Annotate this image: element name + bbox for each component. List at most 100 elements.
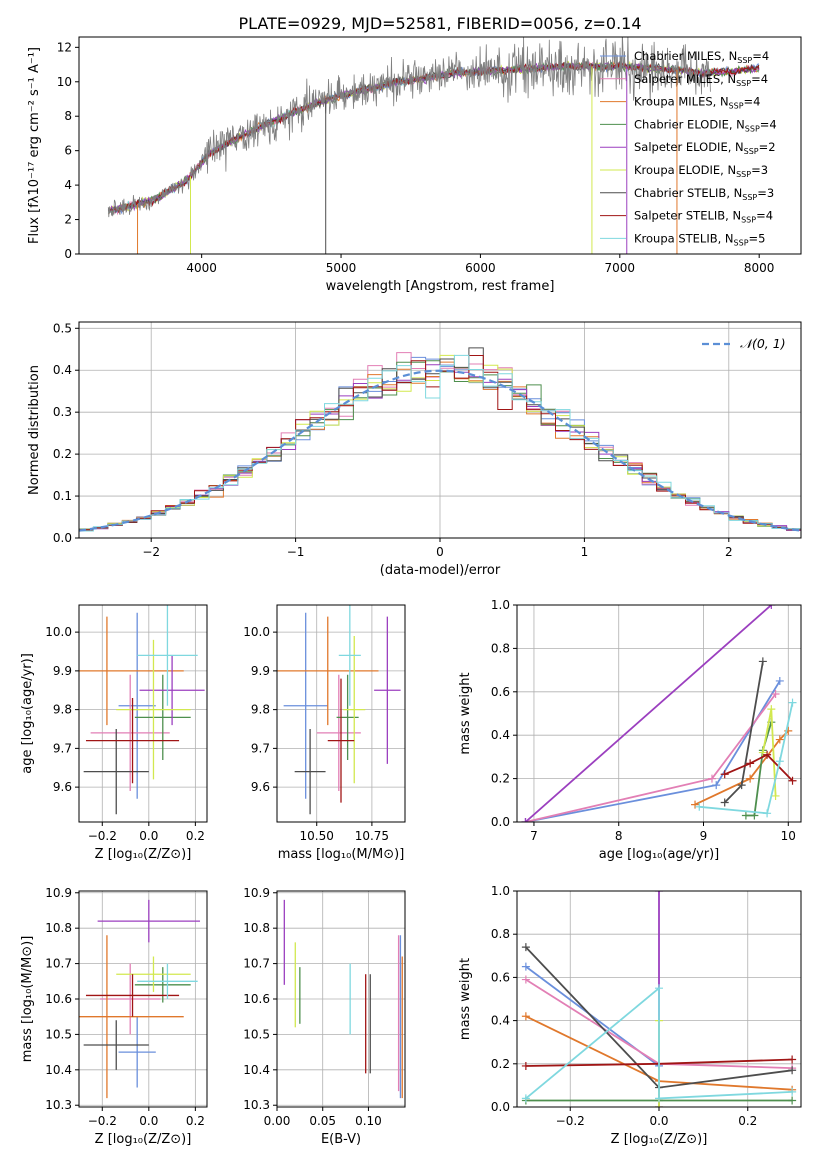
weight-marker bbox=[775, 735, 784, 744]
weight-marker bbox=[771, 689, 780, 698]
weight-marker bbox=[521, 943, 530, 952]
y-tick-label: 0.4 bbox=[491, 1014, 510, 1028]
weight-marker bbox=[720, 798, 729, 807]
y-tick-label: 10.4 bbox=[45, 1063, 72, 1077]
x-tick-label: −1 bbox=[287, 545, 305, 559]
x-axis-label: Z [log₁₀(Z/Z⊙)] bbox=[95, 1132, 192, 1147]
y-tick-label: 0.2 bbox=[491, 1057, 510, 1071]
y-tick-label: 10.3 bbox=[45, 1098, 72, 1112]
age-vs-Z-panel: −0.2 0.0 0.2 9.6 9.7 9.8 9.9 10.0 Z [log₁₀(Z/Z⊙)… bbox=[20, 604, 208, 862]
x-tick-label: −0.2 bbox=[88, 1114, 117, 1128]
spectrum-plot-area bbox=[107, 37, 760, 254]
x-axis-label: Z [log₁₀(Z/Z⊙)] bbox=[95, 847, 192, 862]
y-tick-label: 0 bbox=[64, 247, 72, 261]
y-tick-label: 9.9 bbox=[53, 664, 72, 678]
weight-marker bbox=[788, 1096, 797, 1105]
y-tick-label: 9.8 bbox=[251, 703, 270, 717]
figure-title: PLATE=0929, MJD=52581, FIBERID=0056, z=0… bbox=[238, 14, 641, 33]
x-axis-label: (data-model)/error bbox=[380, 563, 501, 578]
legend-entry: Salpeter ELODIE, NSSP=2 bbox=[634, 140, 776, 156]
weight-marker bbox=[655, 1094, 663, 1103]
x-tick-label: 10.75 bbox=[355, 829, 389, 843]
x-tick-label: −2 bbox=[142, 545, 160, 559]
y-tick-label: 10.5 bbox=[243, 1027, 270, 1041]
y-tick-label: 0.0 bbox=[491, 1100, 510, 1114]
weight-line bbox=[745, 721, 773, 817]
spectrum-panel: 4000 5000 6000 7000 8000 0 2 4 6 8 10 12 wavelength … bbox=[27, 36, 802, 294]
x-tick-label: 0.2 bbox=[186, 829, 205, 843]
weight-marker bbox=[746, 774, 755, 783]
y-tick-label: 10.7 bbox=[45, 957, 72, 971]
residuals-plot-area bbox=[79, 347, 801, 533]
weight-marker bbox=[788, 776, 797, 785]
weight-vs-age-panel: 7 8 9 10 0.0 0.2 0.4 0.6 0.8 1.0 age [log₁₀(age/yr… bbox=[458, 598, 802, 862]
y-axis-label: age [log₁₀(age/yr)] bbox=[20, 653, 35, 774]
legend-entry: Kroupa STELIB, NSSP=5 bbox=[634, 231, 765, 247]
y-tick-label: 0.8 bbox=[491, 927, 510, 941]
weight-marker bbox=[775, 757, 784, 766]
weight-marker bbox=[767, 705, 776, 714]
y-tick-label: 0.0 bbox=[491, 815, 510, 829]
weight-vs-Z-panel: −0.2 0.0 0.2 0.0 0.2 0.4 0.6 0.8 1.0 Z [log₁₀(Z/Z… bbox=[458, 884, 802, 1147]
y-tick-label: 0.4 bbox=[53, 363, 72, 377]
weight-line bbox=[694, 730, 789, 806]
x-tick-label: −0.2 bbox=[556, 1114, 585, 1128]
y-tick-label: 10.4 bbox=[243, 1063, 270, 1077]
axes-frame bbox=[516, 604, 802, 823]
mass-vs-ebv-panel: 0.00 0.05 0.10 10.3 10.4 10.5 10.6 10.7 10.8 10.9… bbox=[243, 886, 406, 1147]
legend-entry: Salpeter MILES, NSSP=4 bbox=[634, 72, 768, 88]
weight-marker bbox=[737, 781, 746, 790]
weight-marker bbox=[741, 811, 750, 820]
weight-marker bbox=[758, 657, 767, 666]
x-tick-label: 8000 bbox=[744, 261, 775, 275]
y-tick-label: 9.9 bbox=[251, 664, 270, 678]
y-tick-label: 9.7 bbox=[251, 741, 270, 755]
x-tick-label: 6000 bbox=[465, 261, 496, 275]
weight-marker bbox=[788, 1055, 797, 1064]
y-tick-label: 10.9 bbox=[243, 886, 270, 900]
residual-histogram bbox=[79, 354, 801, 532]
y-tick-label: 0.8 bbox=[491, 641, 510, 655]
x-tick-label: 7000 bbox=[605, 261, 636, 275]
y-tick-label: 0.5 bbox=[53, 321, 72, 335]
observed-spectrum-line bbox=[107, 37, 711, 218]
weight-line bbox=[525, 680, 781, 822]
x-tick-label: 0.00 bbox=[264, 1114, 291, 1128]
y-tick-label: 10.8 bbox=[243, 921, 270, 935]
mass-vs-Z-panel: −0.2 0.0 0.2 10.3 10.4 10.5 10.6 10.7 10.8 10.9 Z … bbox=[20, 886, 208, 1147]
y-tick-label: 6 bbox=[64, 144, 72, 158]
y-tick-label: 10.5 bbox=[45, 1027, 72, 1041]
x-tick-label: 0.2 bbox=[186, 1114, 205, 1128]
age-vs-Z-plot-area bbox=[79, 605, 205, 815]
weight-line bbox=[525, 693, 777, 822]
legend-entry: Chabrier MILES, NSSP=4 bbox=[634, 49, 769, 65]
y-tick-label: 4 bbox=[64, 178, 72, 192]
weight-marker bbox=[771, 791, 780, 800]
weight-marker bbox=[521, 818, 530, 822]
x-tick-label: 8 bbox=[615, 829, 623, 843]
weight-marker bbox=[763, 750, 772, 759]
weight-marker bbox=[695, 802, 704, 811]
y-tick-label: 10.0 bbox=[45, 625, 72, 639]
y-axis-label: mass weight bbox=[458, 958, 473, 1040]
legend-entry: Kroupa MILES, NSSP=4 bbox=[634, 95, 760, 111]
x-axis-label: wavelength [Angstrom, rest frame] bbox=[326, 279, 555, 294]
y-tick-label: 10.3 bbox=[243, 1098, 270, 1112]
y-axis-label: mass weight bbox=[458, 672, 473, 754]
x-axis-label: Z [log₁₀(Z/Z⊙)] bbox=[611, 1132, 708, 1147]
legend-entry: Salpeter STELIB, NSSP=4 bbox=[634, 209, 773, 225]
y-tick-label: 10.0 bbox=[243, 625, 270, 639]
x-tick-label: 0.0 bbox=[649, 1114, 668, 1128]
y-tick-label: 9.8 bbox=[53, 703, 72, 717]
weight-marker bbox=[712, 781, 721, 790]
mass-vs-ebv-plot-area bbox=[283, 899, 403, 1099]
x-tick-label: 7 bbox=[530, 829, 538, 843]
weight-marker bbox=[746, 759, 755, 768]
x-tick-label: 0.2 bbox=[738, 1114, 757, 1128]
weight-marker bbox=[691, 800, 700, 809]
x-tick-label: 2 bbox=[725, 545, 733, 559]
y-tick-label: 10.7 bbox=[243, 957, 270, 971]
axes-frame bbox=[78, 36, 802, 255]
legend-entry: Chabrier ELODIE, NSSP=4 bbox=[634, 117, 777, 133]
x-tick-label: 10.50 bbox=[300, 829, 334, 843]
